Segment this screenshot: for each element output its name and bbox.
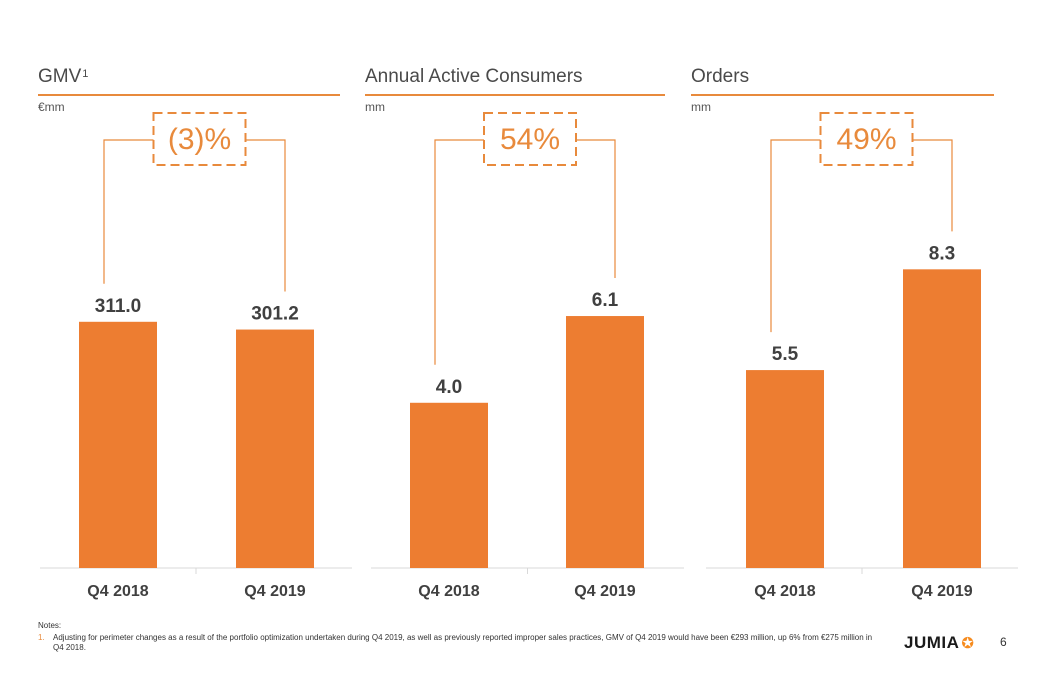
orders-unit: mm [691,100,711,114]
orders-change-box [819,112,914,166]
notes-label: Notes: [38,621,62,630]
consumers-title-rule [365,94,665,96]
gmv-change-box [152,112,247,166]
gmv-value-label-2: 301.2 [251,304,299,325]
orders-bar-2 [903,269,981,568]
orders-category-label-2: Q4 2019 [911,583,972,600]
consumers-connector-left [434,139,484,365]
consumers-unit: mm [365,100,385,114]
consumers-category-label-1: Q4 2018 [418,583,479,600]
note-text: Adjusting for perimeter changes as a res… [53,633,873,652]
orders-title: Orders [691,66,750,87]
gmv-category-label-2: Q4 2019 [244,583,305,600]
consumers-value-label-1: 4.0 [436,377,462,398]
gmv-value-label-1: 311.0 [95,296,142,317]
orders-connector-right [912,139,953,232]
orders-change-label: 49% [836,123,896,156]
page-number: 6 [1000,635,1007,649]
consumers-value-label-2: 6.1 [592,290,619,311]
gmv-connector-left [103,139,154,284]
jumia-logo: JUMIA ✪ [904,633,975,652]
gmv-unit: €mm [38,100,65,114]
consumers-category-label-2: Q4 2019 [574,583,635,600]
gmv-bar-2 [236,329,314,568]
orders-value-label-1: 5.5 [772,344,799,365]
gmv-category-label-1: Q4 2018 [87,583,148,600]
orders-title-rule [691,94,994,96]
logo-star-icon: ✪ [961,635,975,652]
consumers-bar-1 [410,402,488,568]
consumers-change-label: 54% [500,123,560,156]
consumers-connector-right [576,139,616,279]
note-number: 1. [38,633,45,642]
gmv-bar-1 [79,321,157,568]
gmv-connector-right [245,139,286,292]
consumers-title: Annual Active Consumers [365,66,583,87]
gmv-title: GMV1 [38,66,89,87]
bar-charts: 311.0 Q4 2018 301.2 Q4 2019 (3)% 4.0 Q4 2018 6.… [40,112,1018,600]
consumers-bar-2 [566,316,644,568]
consumers-change-box [483,112,577,166]
orders-connector-left [770,139,821,333]
orders-value-label-2: 8.3 [929,243,955,264]
orders-bar-1 [746,370,824,568]
gmv-change-label: (3)% [168,123,231,156]
gmv-title-rule [38,94,340,96]
orders-category-label-1: Q4 2018 [754,583,815,600]
